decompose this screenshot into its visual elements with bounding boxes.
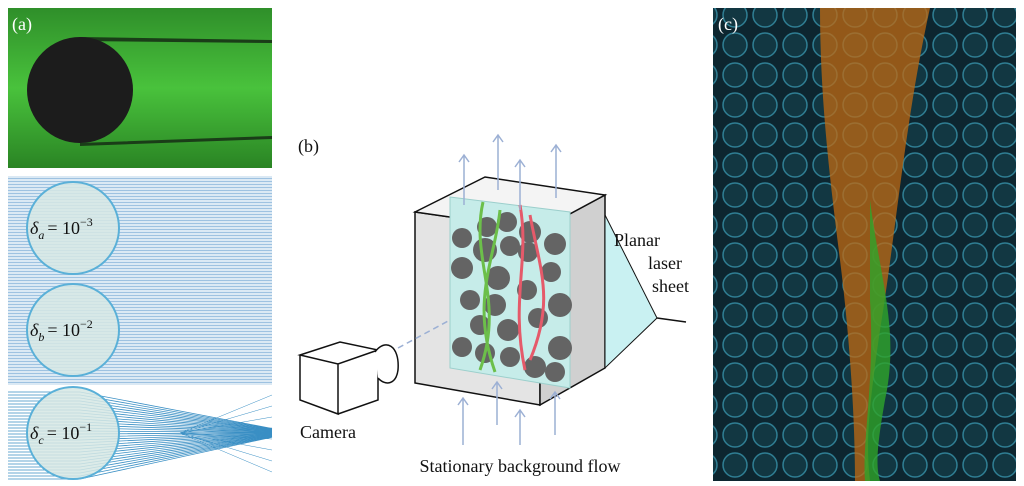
laser-label: laser <box>648 253 682 273</box>
panel-label: (c) <box>718 14 738 35</box>
label-part: −3 <box>80 215 93 229</box>
panel-c: (c) <box>713 8 1016 481</box>
panel-deltas: δa= 10−3δb= 10−2δc= 10−1 <box>8 176 272 481</box>
laser-label: sheet <box>652 276 689 296</box>
figure: (a) δa= 10−3δb= 10−2δc= 10−1 (b) Camera … <box>0 0 1024 481</box>
label-part: a <box>38 228 44 242</box>
label-part: −1 <box>79 420 92 434</box>
laser-label: Planar <box>614 230 660 250</box>
camera-label: Camera <box>300 422 356 442</box>
panel-a: (a) <box>8 8 272 168</box>
panel-b: (b) Camera Stationary background flow Pl… <box>298 135 689 476</box>
label-part: c <box>38 433 44 447</box>
label-part: = 10 <box>47 218 80 238</box>
label-part: −2 <box>80 317 93 331</box>
label-part: b <box>38 330 44 344</box>
flow-label: Stationary background flow <box>420 456 621 476</box>
label-part: = 10 <box>47 320 80 340</box>
panel-label: (b) <box>298 136 319 157</box>
label-part: = 10 <box>47 423 80 443</box>
panel-label: (a) <box>12 14 32 35</box>
